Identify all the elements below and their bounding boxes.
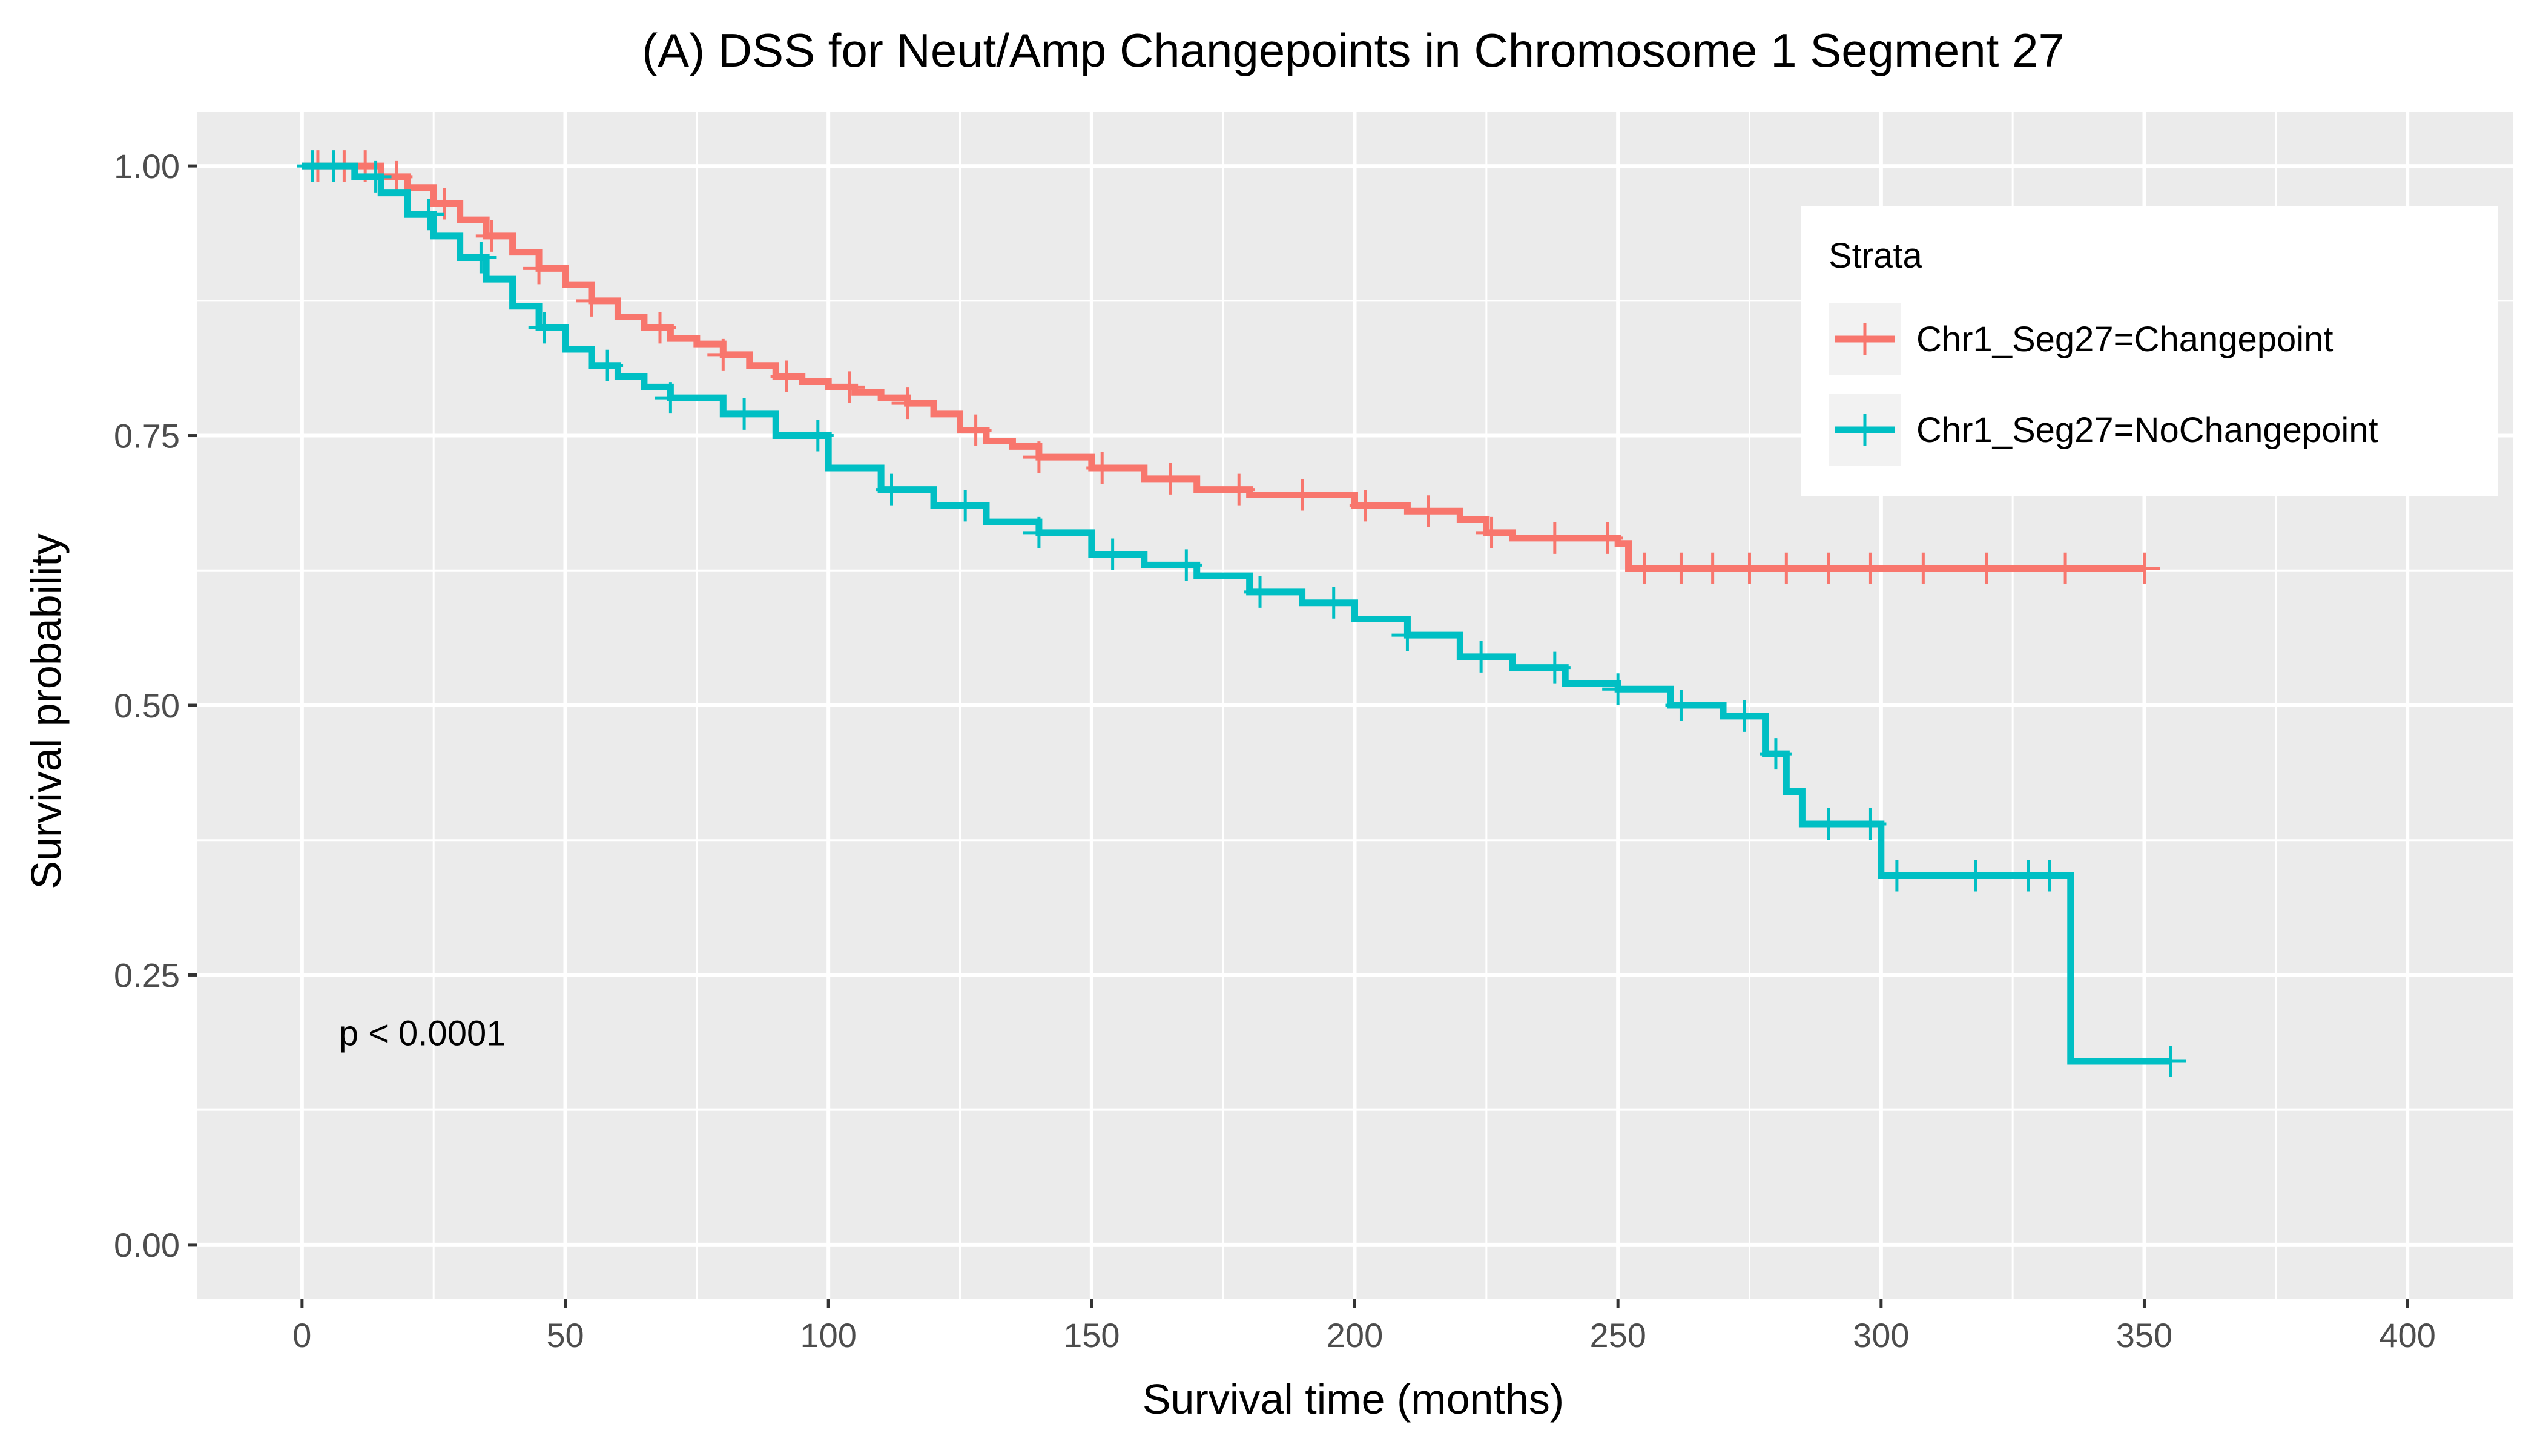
censor-mark	[891, 387, 923, 420]
censor-mark	[1170, 549, 1202, 581]
legend-background	[1801, 206, 2498, 496]
censor-mark	[1349, 490, 1381, 522]
censor-mark	[1155, 463, 1187, 495]
censor-mark	[528, 312, 560, 344]
censor-mark	[1970, 552, 2002, 584]
censor-mark	[833, 371, 865, 403]
censor-mark	[1665, 690, 1697, 721]
censor-mark	[523, 252, 555, 285]
censor-mark	[1855, 808, 1887, 840]
censor-mark	[1812, 552, 1844, 584]
censor-mark	[1391, 619, 1423, 651]
y-tick-label: 0.75	[114, 417, 180, 455]
censor-mark	[1602, 673, 1634, 705]
censor-mark	[1881, 860, 1913, 892]
legend-item-1: Chr1_Seg27=Changepoint	[1829, 303, 2334, 375]
y-tick-label: 0.50	[114, 687, 180, 725]
censor-mark	[2154, 1046, 2186, 1077]
censor-mark	[1476, 516, 1508, 548]
censor-mark	[1770, 552, 1803, 584]
censor-mark	[1665, 552, 1697, 584]
censor-mark	[1244, 576, 1276, 608]
censor-mark	[1697, 552, 1729, 584]
censor-mark	[644, 312, 676, 344]
legend-items: Chr1_Seg27=Changepoint Chr1_Seg27=NoChang…	[1829, 303, 2378, 466]
censor-mark	[360, 160, 392, 193]
x-tick-label: 200	[1327, 1316, 1383, 1354]
censor-mark	[1628, 552, 1660, 584]
x-axis-label: Survival time (months)	[1143, 1375, 1564, 1423]
censor-mark	[412, 199, 444, 231]
legend-label: Chr1_Seg27=Changepoint	[1916, 320, 2334, 359]
censor-mark	[1855, 552, 1887, 584]
p-value-annotation: p < 0.0001	[339, 1013, 506, 1053]
censor-mark	[1760, 738, 1792, 770]
censor-mark	[318, 150, 350, 182]
y-tick-label: 0.00	[114, 1226, 180, 1264]
x-tick-label: 50	[546, 1316, 584, 1354]
censor-mark	[1465, 641, 1497, 673]
censor-mark	[2034, 860, 2065, 892]
censor-mark	[1023, 516, 1055, 548]
survival-curve-1	[302, 162, 2145, 572]
censor-mark	[876, 473, 908, 506]
x-tick-label: 0	[292, 1316, 311, 1354]
censor-mark	[428, 188, 460, 220]
legend: Strata Chr1_Seg27=ChangepointChr1_Seg27=…	[1801, 206, 2498, 496]
censor-mark	[475, 220, 507, 252]
legend-item-2: Chr1_Seg27=NoChangepoint	[1829, 394, 2378, 466]
y-tick-label: 1.00	[114, 147, 180, 185]
chart-title: (A) DSS for Neut/Amp Changepoints in Chr…	[642, 24, 2065, 77]
censor-mark	[1960, 860, 1992, 892]
x-tick-label: 350	[2116, 1316, 2172, 1354]
censor-mark	[465, 242, 497, 274]
censor-mark	[707, 338, 739, 371]
censor-mark	[1539, 522, 1571, 554]
x-tick-label: 250	[1589, 1316, 1646, 1354]
censor-mark	[1097, 538, 1129, 570]
censor-mark	[1812, 808, 1844, 840]
y-axis-label: Survival probability	[22, 533, 70, 889]
x-tick-label: 150	[1063, 1316, 1120, 1354]
censor-mark	[1539, 651, 1571, 684]
legend-label: Chr1_Seg27=NoChangepoint	[1916, 410, 2378, 450]
censor-mark	[655, 382, 687, 414]
censor-mark	[2128, 552, 2160, 584]
x-tick-label: 100	[800, 1316, 856, 1354]
censor-mark	[949, 490, 981, 522]
censor-mark	[1023, 441, 1055, 473]
censor-mark	[960, 414, 992, 446]
legend-title: Strata	[1829, 236, 1922, 275]
censor-mark	[2050, 552, 2082, 584]
x-tick-label: 300	[1853, 1316, 1909, 1354]
censor-mark	[728, 398, 760, 430]
censor-mark	[802, 420, 834, 452]
censor-mark	[1223, 473, 1255, 506]
censor-mark	[1086, 452, 1118, 484]
censor-mark	[1728, 700, 1760, 732]
y-tick-label: 0.25	[114, 956, 180, 994]
censor-mark	[1413, 495, 1445, 527]
censor-mark	[1286, 479, 1318, 511]
censor-mark	[1591, 522, 1623, 554]
censor-mark	[1907, 552, 1939, 584]
x-tick-label: 400	[2379, 1316, 2435, 1354]
censor-mark	[1733, 552, 1766, 584]
censor-mark	[1318, 587, 1350, 619]
censor-mark	[770, 360, 802, 392]
censor-mark	[592, 349, 624, 381]
censor-mark	[575, 285, 607, 317]
